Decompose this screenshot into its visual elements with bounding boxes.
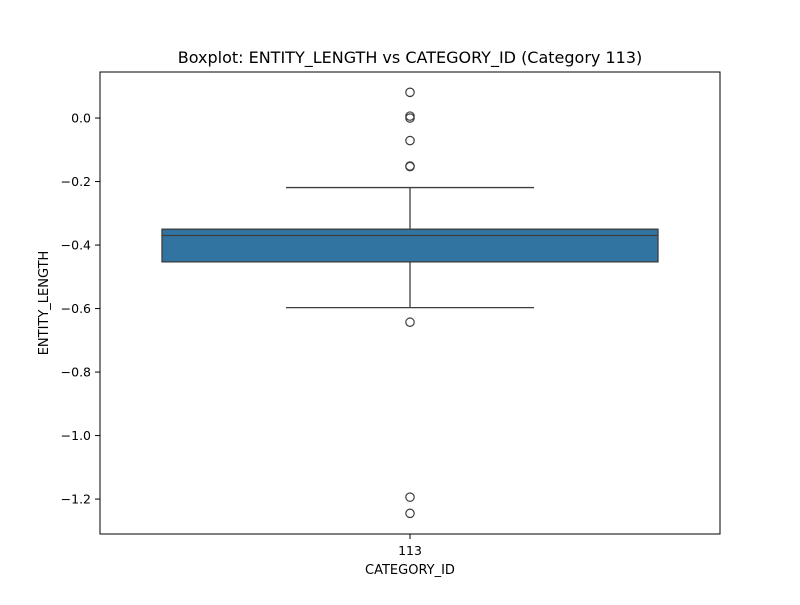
x-axis-label: CATEGORY_ID bbox=[365, 563, 455, 578]
plot-area bbox=[161, 87, 659, 519]
y-tick-label: −0.8 bbox=[61, 365, 91, 380]
outlier-point bbox=[405, 111, 415, 121]
outlier-point bbox=[405, 508, 415, 519]
x-tick-label: 113 bbox=[398, 543, 422, 558]
outlier-point bbox=[405, 135, 415, 146]
chart-title: Boxplot: ENTITY_LENGTH vs CATEGORY_ID (C… bbox=[178, 48, 643, 68]
y-tick-label: −1.0 bbox=[61, 428, 91, 443]
y-tick-label: −0.2 bbox=[61, 174, 91, 189]
y-axis: 0.0 −0.2 −0.4 −0.6 −0.8 −1.0 −1.2 bbox=[61, 111, 100, 507]
outlier-point bbox=[405, 317, 415, 328]
outlier-point bbox=[405, 492, 415, 502]
outlier-point bbox=[405, 113, 415, 123]
plot-frame bbox=[99, 71, 721, 535]
y-tick-label: −0.4 bbox=[61, 238, 91, 253]
outlier-point bbox=[405, 87, 415, 98]
y-tick-label: −1.2 bbox=[61, 492, 91, 507]
y-tick-label: −0.6 bbox=[61, 301, 91, 316]
outlier-point bbox=[405, 161, 415, 172]
y-axis-label: ENTITY_LENGTH bbox=[37, 251, 52, 356]
iqr-box bbox=[161, 228, 659, 263]
x-axis: 113 bbox=[398, 534, 422, 558]
y-tick-label: 0.0 bbox=[71, 111, 91, 126]
